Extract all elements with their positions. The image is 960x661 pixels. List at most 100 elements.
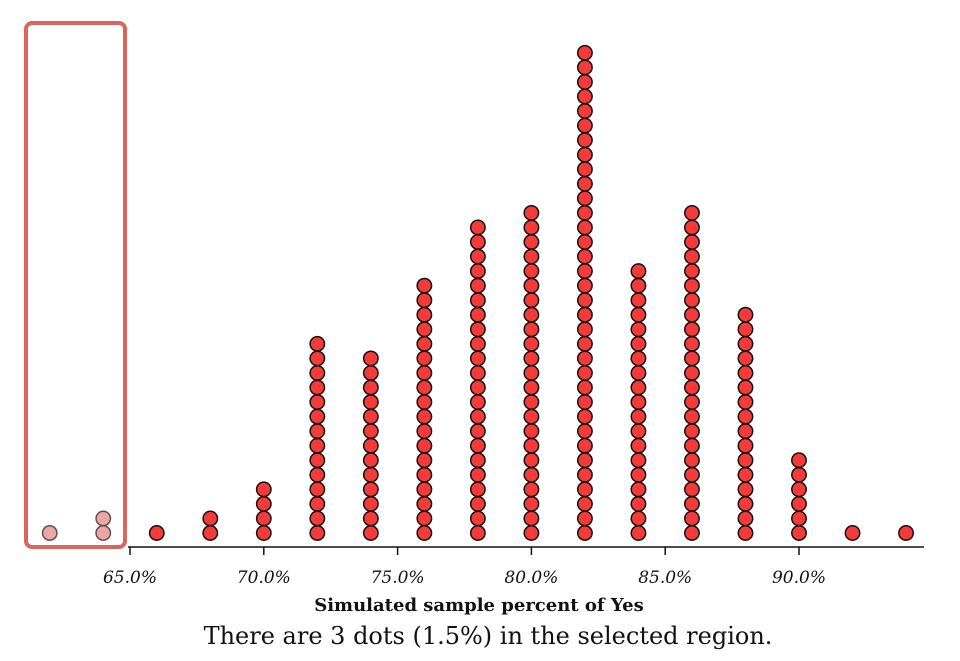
dot-80-8 — [523, 423, 540, 440]
dot-88-1 — [737, 525, 754, 541]
dot-88-13 — [737, 350, 754, 367]
x-axis-ticks: 65.0% 70.0% 75.0% 80.0% 85.0% 90.0% — [103, 547, 826, 588]
dot-88-11 — [737, 379, 754, 396]
x-axis-title: Simulated sample percent of Yes — [314, 595, 644, 616]
dot-78-9 — [469, 408, 486, 425]
x-tick-label-90: 90.0% — [772, 568, 826, 588]
dot-80-7 — [523, 437, 540, 454]
dot-82-30 — [576, 103, 593, 120]
dot-74-10 — [362, 394, 379, 410]
dot-82-9 — [576, 408, 593, 425]
dot-86-6 — [684, 452, 700, 469]
dot-64-1 — [95, 525, 112, 541]
dot-74-13 — [362, 350, 379, 367]
dot-82-28 — [576, 132, 593, 149]
dot-82-25 — [576, 175, 593, 192]
dot-94-1 — [898, 525, 914, 541]
dot-76-18 — [416, 277, 433, 294]
dot-78-4 — [469, 481, 486, 498]
dot-86-15 — [684, 321, 700, 338]
dot-80-2 — [523, 510, 540, 527]
dot-82-15 — [576, 321, 593, 338]
dot-78-7 — [469, 437, 486, 454]
dot-84-10 — [630, 394, 647, 410]
dot-76-15 — [416, 321, 433, 338]
dot-84-7 — [630, 437, 647, 454]
dot-82-6 — [576, 452, 593, 469]
dot-72-4 — [309, 481, 326, 498]
dot-92-1 — [844, 525, 861, 541]
dot-72-9 — [309, 408, 326, 425]
dot-72-12 — [309, 365, 326, 381]
dot-80-4 — [523, 481, 540, 498]
dot-86-3 — [684, 495, 700, 512]
dot-76-3 — [416, 495, 433, 512]
dot-82-14 — [576, 335, 593, 352]
dot-84-11 — [630, 379, 647, 396]
dot-80-5 — [523, 466, 540, 483]
dot-76-17 — [416, 292, 433, 309]
dot-80-23 — [523, 204, 540, 221]
dot-80-13 — [523, 350, 540, 367]
x-tick-label-70: 70.0% — [237, 568, 291, 588]
dot-82-5 — [576, 466, 593, 483]
dot-84-3 — [630, 495, 647, 512]
dot-86-12 — [684, 365, 700, 381]
dot-82-1 — [576, 525, 593, 541]
dot-82-24 — [576, 190, 593, 207]
dot-84-9 — [630, 408, 647, 425]
dot-86-10 — [684, 394, 700, 410]
dot-82-12 — [576, 365, 593, 381]
dot-86-2 — [684, 510, 700, 527]
dot-72-13 — [309, 350, 326, 367]
dot-90-2 — [791, 510, 807, 527]
dot-84-8 — [630, 423, 647, 440]
dot-88-5 — [737, 466, 754, 483]
dot-82-32 — [576, 74, 593, 90]
selection-region-box[interactable] — [24, 21, 127, 549]
dot-82-34 — [576, 44, 593, 61]
dot-78-2 — [469, 510, 486, 527]
dot-72-14 — [309, 335, 326, 352]
dot-78-20 — [469, 248, 486, 265]
dot-78-21 — [469, 234, 486, 250]
dot-80-11 — [523, 379, 540, 396]
dot-80-20 — [523, 248, 540, 265]
selection-summary: There are 3 dots (1.5%) in the selected … — [203, 622, 773, 650]
dot-74-12 — [362, 365, 379, 381]
dot-82-19 — [576, 263, 593, 280]
dot-76-10 — [416, 394, 433, 410]
dot-84-6 — [630, 452, 647, 469]
dot-70-4 — [255, 481, 272, 498]
dot-82-27 — [576, 146, 593, 163]
dot-72-6 — [309, 452, 326, 469]
dot-84-14 — [630, 335, 647, 352]
dot-84-19 — [630, 263, 647, 280]
dot-84-4 — [630, 481, 647, 498]
dot-78-8 — [469, 423, 486, 440]
dot-76-2 — [416, 510, 433, 527]
dot-80-21 — [523, 234, 540, 250]
dot-88-6 — [737, 452, 754, 469]
dot-74-4 — [362, 481, 379, 498]
dot-84-1 — [630, 525, 647, 541]
dot-72-1 — [309, 525, 326, 541]
dot-88-10 — [737, 394, 754, 410]
dot-88-2 — [737, 510, 754, 527]
dot-76-4 — [416, 481, 433, 498]
dot-80-18 — [523, 277, 540, 294]
dot-88-7 — [737, 437, 754, 454]
dot-72-11 — [309, 379, 326, 396]
dot-78-15 — [469, 321, 486, 338]
dot-78-6 — [469, 452, 486, 469]
dot-88-14 — [737, 335, 754, 352]
dot-74-8 — [362, 423, 379, 440]
dot-plot: 65.0% 70.0% 75.0% 80.0% 85.0% 90.0% Simulated… — [24, 21, 924, 616]
dot-84-18 — [630, 277, 647, 294]
dot-88-8 — [737, 423, 754, 440]
dot-90-4 — [791, 481, 807, 498]
dot-76-12 — [416, 365, 433, 381]
dot-72-7 — [309, 437, 326, 454]
dot-78-1 — [469, 525, 486, 541]
dot-72-3 — [309, 495, 326, 512]
